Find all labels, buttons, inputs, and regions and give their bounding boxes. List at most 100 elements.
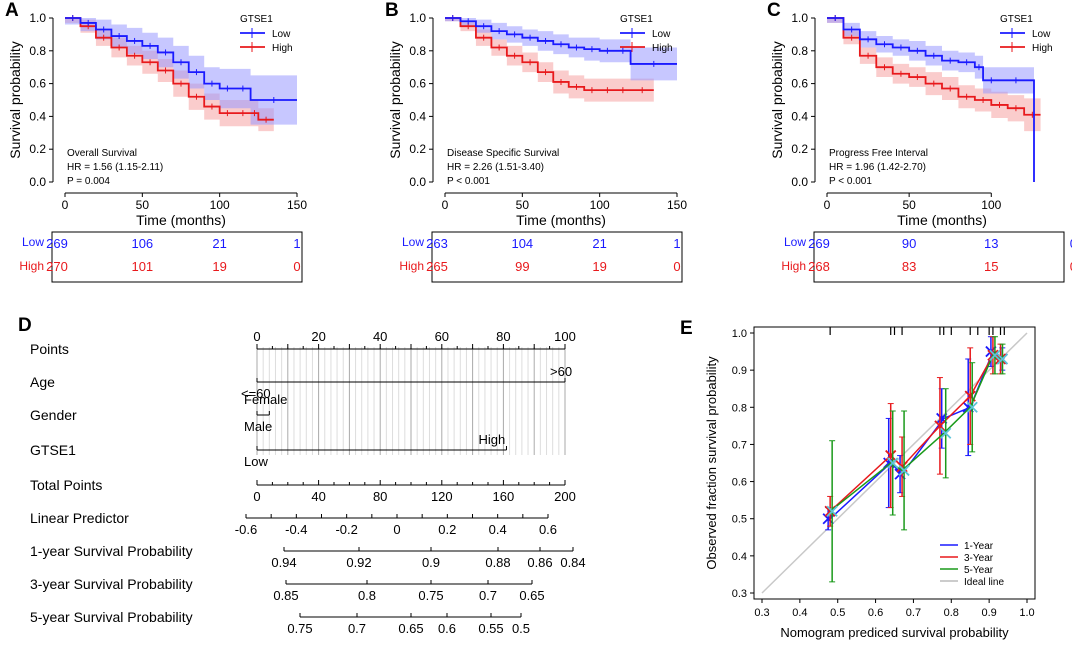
gtse1-high-label: High: [478, 432, 505, 447]
y-tick-label: 1.0: [732, 328, 747, 340]
y-tick-label: 1.0: [409, 11, 426, 25]
total-points-label: 200: [554, 489, 576, 504]
low-ci-band: [65, 18, 297, 125]
survival-prob-label: 0.65: [398, 621, 423, 636]
risk-low-value: 21: [592, 236, 606, 251]
endpoint-label: Disease Specific Survival: [447, 148, 559, 159]
x-tick-label: 50: [902, 198, 916, 212]
x-tick-label: 50: [136, 198, 150, 212]
survival-prob-label: 0.7: [348, 621, 366, 636]
risk-high-value: 0: [673, 259, 680, 274]
legend-label: 1-Year: [964, 541, 994, 552]
risk-high-value: 99: [515, 259, 529, 274]
survival-prob-label: 0.84: [560, 555, 585, 570]
x-tick-label: 0.8: [944, 607, 959, 619]
y-tick-label: 0.2: [791, 142, 808, 156]
risk-row-high-label: High: [399, 259, 424, 273]
y-tick-label: 0.4: [732, 551, 747, 563]
legend-high-label: High: [1032, 43, 1053, 54]
legend-title: GTSE1: [1000, 14, 1033, 25]
survival-prob-label: 0.92: [346, 555, 371, 570]
y-tick-label: 0.6: [791, 77, 808, 91]
survival-prob-label: 0.94: [271, 555, 296, 570]
y-tick-label: 0.0: [409, 175, 426, 189]
y-tick-label: 0.6: [29, 77, 46, 91]
total-points-label: 80: [373, 489, 387, 504]
legend-title: GTSE1: [620, 14, 653, 25]
high-ci-band: [827, 18, 1041, 132]
y-tick-label: 0.7: [732, 439, 747, 451]
risk-row-low-label: Low: [22, 235, 44, 249]
y-axis-title: Survival probability: [7, 41, 23, 159]
points-tick-label: 80: [496, 329, 510, 344]
linear-predictor-label: 0: [393, 522, 400, 537]
y-tick-label: 0.8: [732, 402, 747, 414]
nomogram-row-label: GTSE1: [30, 442, 76, 458]
nomogram-row-label: 1-year Survival Probability: [30, 543, 193, 559]
calibration-line-5-Year: [829, 354, 1001, 512]
survival-prob-label: 0.88: [485, 555, 510, 570]
y-axis-title: Survival probability: [769, 41, 785, 159]
calibration-point: [934, 420, 946, 432]
nomogram-row-label: Gender: [30, 407, 77, 423]
risk-low-value: 1: [293, 236, 300, 251]
nomogram-row-label: Points: [30, 341, 69, 357]
x-tick-label: 0: [442, 198, 449, 212]
x-tick-label: 50: [516, 198, 530, 212]
legend-low-label: Low: [652, 29, 671, 40]
x-tick-label: 150: [667, 198, 687, 212]
risk-row-high-label: High: [781, 259, 806, 273]
risk-high-value: 19: [212, 259, 226, 274]
nomogram-row-label: Total Points: [30, 477, 102, 493]
total-points-label: 40: [311, 489, 325, 504]
x-tick-label: 0.3: [754, 607, 769, 619]
endpoint-label: Progress Free Interval: [829, 148, 928, 159]
risk-row-low-label: Low: [784, 235, 806, 249]
hazard-ratio: HR = 1.56 (1.15-2.11): [67, 162, 163, 173]
y-tick-label: 0.4: [791, 109, 808, 123]
total-points-label: 120: [431, 489, 453, 504]
y-tick-label: 0.6: [732, 477, 747, 489]
low-ci-band: [445, 18, 677, 81]
x-tick-label: 0: [824, 198, 831, 212]
high-survival-curve: [445, 17, 654, 92]
risk-low-value: 269: [46, 236, 68, 251]
gender-low-label: Female: [244, 392, 287, 407]
total-points-label: 160: [493, 489, 515, 504]
km-panel-a: A 0.0 0.2 0.4 0.6 0.8 1.0 0 50 100 150 Time (month…: [0, 0, 360, 295]
y-axis-title: Observed fraction survival probability: [704, 356, 719, 570]
nomogram-row-label: 5-year Survival Probability: [30, 609, 193, 625]
x-axis-title: Time (months): [136, 212, 226, 228]
risk-high-value: 19: [592, 259, 606, 274]
risk-low-value: 21: [212, 236, 226, 251]
linear-predictor-label: -0.4: [285, 522, 307, 537]
nomogram-panel: D Points Age Gender GTSE1 Total Points Linear…: [0, 315, 600, 650]
linear-predictor-label: 0.2: [438, 522, 456, 537]
high-ci-band: [445, 18, 654, 102]
points-tick-label: 40: [373, 329, 387, 344]
x-tick-label: 100: [210, 198, 230, 212]
p-value: P < 0.001: [829, 176, 872, 187]
calibration-point: [966, 401, 978, 413]
survival-prob-label: 0.75: [418, 588, 443, 603]
risk-low-value: 269: [808, 236, 830, 251]
risk-high-value: 101: [131, 259, 153, 274]
y-tick-label: 1.0: [791, 11, 808, 25]
risk-high-value: 0: [1070, 259, 1072, 274]
y-tick-label: 0.0: [29, 175, 46, 189]
survival-prob-label: 0.86: [527, 555, 552, 570]
risk-low-value: 263: [426, 236, 448, 251]
y-tick-label: 0.2: [29, 142, 46, 156]
risk-high-value: 83: [902, 259, 916, 274]
km-panel-c: C 0.0 0.2 0.4 0.6 0.8 1.0 0 50 100 Time (months) S…: [762, 0, 1072, 295]
legend-label: 3-Year: [964, 553, 994, 564]
km-panel-b: B 0.0 0.2 0.4 0.6 0.8 1.0 0 50 100 150 Time (month…: [380, 0, 740, 295]
x-tick-label: 0.4: [792, 607, 807, 619]
low-survival-curve: [65, 17, 297, 101]
risk-high-value: 15: [984, 259, 998, 274]
linear-predictor-label: 0.4: [489, 522, 507, 537]
y-tick-label: 0.4: [29, 109, 46, 123]
y-tick-label: 0.4: [409, 109, 426, 123]
x-axis-title: Nomogram prediced survival probability: [780, 625, 1009, 640]
